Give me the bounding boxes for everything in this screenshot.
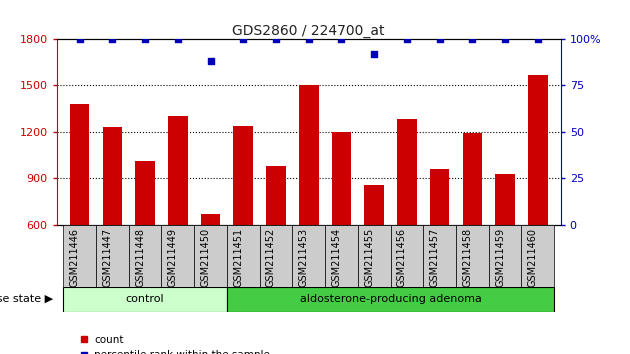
Point: [467, 36, 478, 42]
Text: GSM211454: GSM211454: [331, 228, 341, 287]
Bar: [489, 225, 522, 287]
Text: GSM211457: GSM211457: [430, 228, 440, 287]
Title: GDS2860 / 224700_at: GDS2860 / 224700_at: [232, 24, 385, 38]
Bar: [528, 75, 547, 225]
Bar: [63, 225, 96, 287]
Bar: [63, 287, 227, 312]
Text: GSM211458: GSM211458: [462, 228, 472, 287]
Text: GSM211451: GSM211451: [233, 228, 243, 287]
Bar: [129, 225, 161, 287]
Bar: [135, 161, 155, 225]
Bar: [201, 214, 220, 225]
Bar: [194, 225, 227, 287]
Bar: [462, 133, 482, 225]
Point: [336, 36, 346, 42]
Bar: [234, 126, 253, 225]
Bar: [168, 116, 188, 225]
Text: GSM211447: GSM211447: [102, 228, 112, 287]
Text: disease state ▶: disease state ▶: [0, 294, 54, 304]
Point: [402, 36, 412, 42]
Point: [205, 58, 215, 64]
Text: GSM211452: GSM211452: [266, 228, 276, 287]
Bar: [391, 225, 423, 287]
Bar: [430, 169, 449, 225]
Bar: [70, 104, 89, 225]
Point: [173, 36, 183, 42]
Bar: [161, 225, 194, 287]
Bar: [397, 119, 416, 225]
Text: GSM211446: GSM211446: [69, 228, 79, 287]
Bar: [292, 225, 325, 287]
Bar: [227, 225, 260, 287]
Point: [140, 36, 150, 42]
Bar: [96, 225, 129, 287]
Bar: [103, 127, 122, 225]
Text: GSM211460: GSM211460: [528, 228, 538, 287]
Point: [500, 36, 510, 42]
Text: GSM211455: GSM211455: [364, 228, 374, 287]
Point: [74, 36, 84, 42]
Text: GSM211456: GSM211456: [397, 228, 407, 287]
Bar: [331, 132, 352, 225]
Bar: [495, 174, 515, 225]
Point: [271, 36, 281, 42]
Point: [533, 36, 543, 42]
Point: [369, 51, 379, 57]
Bar: [260, 225, 292, 287]
Bar: [456, 225, 489, 287]
Bar: [227, 287, 554, 312]
Point: [304, 36, 314, 42]
Bar: [522, 225, 554, 287]
Text: control: control: [126, 294, 164, 304]
Bar: [325, 225, 358, 287]
Point: [435, 36, 445, 42]
Text: GSM211449: GSM211449: [168, 228, 178, 287]
Text: GSM211453: GSM211453: [299, 228, 309, 287]
Bar: [358, 225, 391, 287]
Text: GSM211448: GSM211448: [135, 228, 145, 287]
Point: [107, 36, 117, 42]
Text: GSM211459: GSM211459: [495, 228, 505, 287]
Legend: count, percentile rank within the sample: count, percentile rank within the sample: [74, 331, 274, 354]
Bar: [364, 184, 384, 225]
Bar: [423, 225, 456, 287]
Text: GSM211450: GSM211450: [200, 228, 210, 287]
Bar: [266, 166, 286, 225]
Point: [238, 36, 248, 42]
Bar: [299, 85, 319, 225]
Text: aldosterone-producing adenoma: aldosterone-producing adenoma: [300, 294, 481, 304]
